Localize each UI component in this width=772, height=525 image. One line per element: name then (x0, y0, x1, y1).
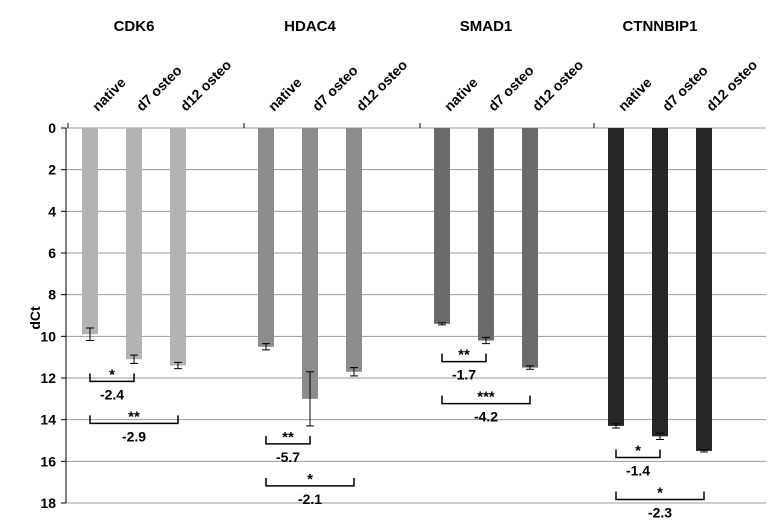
condition-label: native (89, 74, 129, 114)
condition-label: d7 osteo (485, 62, 537, 114)
condition-label: d7 osteo (133, 62, 185, 114)
significance-stars: * (635, 442, 641, 459)
condition-label: native (441, 74, 481, 114)
gene-label: CDK6 (114, 18, 155, 35)
significance-bracket (265, 435, 311, 445)
significance-bracket (89, 373, 135, 383)
y-tick-label: 16 (40, 453, 56, 469)
significance-bracket (615, 491, 705, 501)
condition-label: d12 osteo (177, 57, 235, 115)
condition-label: native (615, 74, 655, 114)
y-axis-label: dCt (27, 306, 43, 330)
significance-stars: ** (282, 429, 294, 446)
bar (82, 128, 98, 335)
condition-label: d12 osteo (529, 57, 587, 115)
significance-annotations: *-2.4**-2.9 **-5.7*-2.1**-1.7***-4.2*-1.4… (89, 347, 705, 520)
fold-change-label: -2.9 (122, 428, 146, 444)
y-tick-label: 8 (48, 287, 56, 303)
y-tick-label: 14 (40, 412, 56, 428)
significance-bracket (265, 477, 355, 487)
y-tick-label: 0 (48, 120, 56, 136)
significance-bracket (615, 449, 661, 459)
significance-stars: * (307, 471, 313, 488)
condition-label: d12 osteo (703, 57, 761, 115)
bar (608, 128, 624, 426)
y-tick-label: 4 (48, 203, 56, 219)
significance-stars: ** (458, 347, 470, 364)
bar (434, 128, 450, 324)
bar (126, 128, 142, 360)
fold-change-label: -1.7 (452, 367, 476, 383)
bar (652, 128, 668, 437)
y-axis: 0 2 4 6 8 10 12 14 16 18 (40, 120, 595, 511)
y-tick-label: 10 (40, 328, 56, 344)
significance-stars: ** (128, 408, 140, 425)
gene-label: SMAD1 (460, 18, 513, 35)
condition-label: d7 osteo (309, 62, 361, 114)
fold-change-label: -2.3 (648, 504, 672, 520)
condition-label: native (265, 74, 305, 114)
bar (170, 128, 186, 366)
bar (346, 128, 362, 372)
significance-bracket (441, 353, 487, 363)
bars (82, 128, 712, 453)
fold-change-label: -5.7 (276, 449, 300, 465)
gene-label: CTNNBIP1 (622, 18, 697, 35)
gene-label: HDAC4 (284, 18, 336, 35)
bar (258, 128, 274, 347)
y-tick-label: 2 (48, 162, 56, 178)
fold-change-label: -2.1 (298, 491, 322, 507)
significance-bracket (89, 415, 179, 425)
condition-label: d12 osteo (353, 57, 411, 115)
bar (522, 128, 538, 368)
fold-change-label: -4.2 (474, 409, 498, 425)
fold-change-label: -2.4 (100, 386, 124, 402)
significance-stars: *** (477, 389, 495, 406)
condition-label: d7 osteo (659, 62, 711, 114)
significance-bracket (441, 395, 531, 405)
fold-change-label: -1.4 (626, 462, 650, 478)
bar (696, 128, 712, 451)
bar (302, 128, 318, 399)
significance-stars: * (109, 366, 115, 383)
y-tick-label: 6 (48, 245, 56, 261)
y-tick-label: 18 (40, 495, 56, 511)
significance-stars: * (657, 484, 663, 501)
y-tick-label: 12 (40, 370, 56, 386)
bar (478, 128, 494, 341)
